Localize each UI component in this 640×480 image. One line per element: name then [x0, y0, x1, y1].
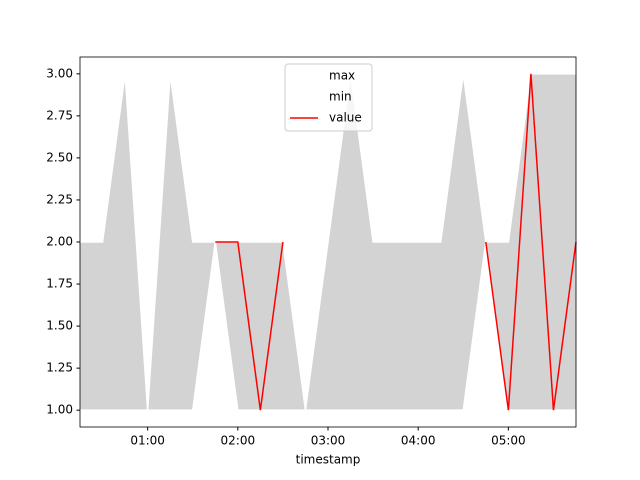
series-line: [215, 73, 577, 411]
x-axis-label: timestamp: [296, 453, 361, 467]
y-tick-label: 1.00: [46, 403, 73, 417]
x-tick-label: 01:00: [130, 434, 165, 448]
y-tick-label: 1.25: [46, 361, 73, 375]
x-tick-label: 04:00: [401, 434, 436, 448]
y-tick-label: 2.50: [46, 150, 73, 164]
x-tick-label: 03:00: [311, 434, 346, 448]
y-tick-label: 2.00: [46, 235, 73, 249]
y-tick-label: 1.75: [46, 277, 73, 291]
legend-box: [284, 63, 373, 132]
series-line: [80, 73, 576, 411]
x-tick-label: 02:00: [221, 434, 256, 448]
legend-label: max: [329, 69, 355, 83]
y-tick-label: 3.00: [46, 66, 73, 80]
legend-label: value: [329, 111, 362, 125]
x-tick-label: 05:00: [491, 434, 526, 448]
legend-label: min: [329, 90, 352, 104]
y-tick-label: 2.25: [46, 192, 73, 206]
y-tick-label: 2.75: [46, 108, 73, 122]
y-tick-label: 1.50: [46, 319, 73, 333]
